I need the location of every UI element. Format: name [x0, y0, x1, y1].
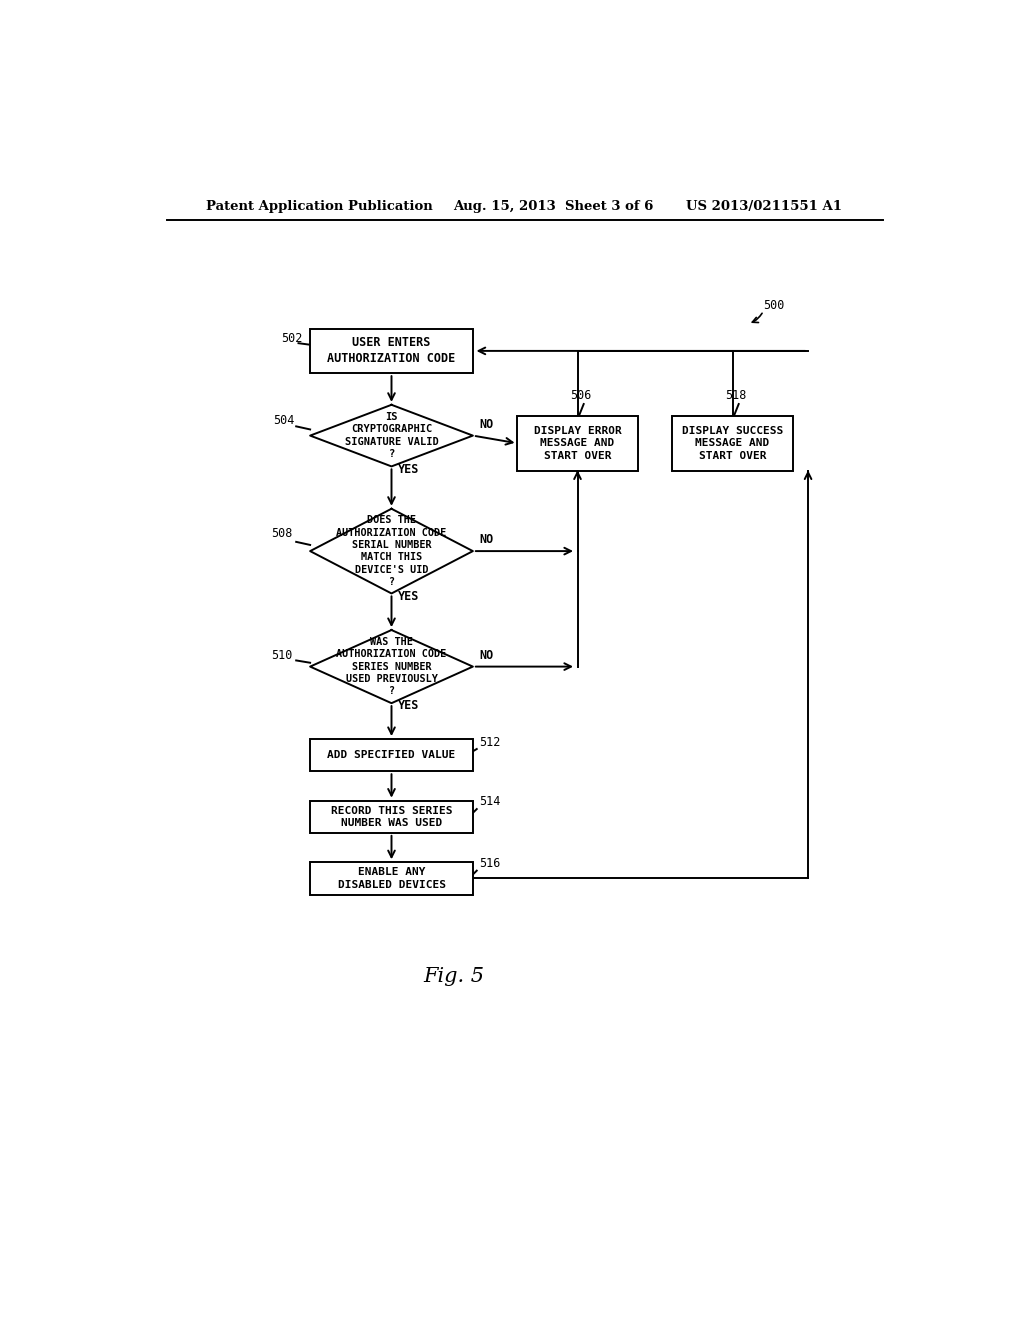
Bar — [517, 416, 638, 471]
Text: DOES THE
AUTHORIZATION CODE
SERIAL NUMBER
MATCH THIS
DEVICE'S UID
?: DOES THE AUTHORIZATION CODE SERIAL NUMBE… — [336, 515, 446, 587]
Text: USER ENTERS
AUTHORIZATION CODE: USER ENTERS AUTHORIZATION CODE — [328, 337, 456, 366]
Bar — [310, 800, 473, 833]
Text: IS
CRYPTOGRAPHIC
SIGNATURE VALID
?: IS CRYPTOGRAPHIC SIGNATURE VALID ? — [345, 412, 438, 459]
Bar — [310, 862, 473, 895]
Text: RECORD THIS SERIES
NUMBER WAS USED: RECORD THIS SERIES NUMBER WAS USED — [331, 805, 453, 828]
Text: NO: NO — [479, 649, 494, 661]
Text: 512: 512 — [479, 737, 501, 748]
Bar — [310, 739, 473, 771]
Text: 518: 518 — [725, 388, 746, 401]
Text: Aug. 15, 2013  Sheet 3 of 6: Aug. 15, 2013 Sheet 3 of 6 — [454, 199, 654, 213]
Text: YES: YES — [397, 700, 419, 713]
Text: Fig. 5: Fig. 5 — [423, 968, 484, 986]
Text: 504: 504 — [273, 414, 294, 428]
Text: YES: YES — [397, 590, 419, 603]
Text: 500: 500 — [764, 298, 784, 312]
Bar — [310, 329, 473, 374]
Text: ADD SPECIFIED VALUE: ADD SPECIFIED VALUE — [328, 750, 456, 760]
Text: 510: 510 — [271, 649, 293, 661]
Bar — [673, 416, 793, 471]
Text: US 2013/0211551 A1: US 2013/0211551 A1 — [686, 199, 842, 213]
Text: 514: 514 — [479, 795, 501, 808]
Text: ENABLE ANY
DISABLED DEVICES: ENABLE ANY DISABLED DEVICES — [338, 867, 445, 890]
Text: 508: 508 — [271, 527, 293, 540]
Text: YES: YES — [397, 462, 419, 475]
Text: DISPLAY ERROR
MESSAGE AND
START OVER: DISPLAY ERROR MESSAGE AND START OVER — [534, 426, 622, 461]
Text: 506: 506 — [569, 388, 591, 401]
Text: WAS THE
AUTHORIZATION CODE
SERIES NUMBER
USED PREVIOUSLY
?: WAS THE AUTHORIZATION CODE SERIES NUMBER… — [336, 636, 446, 697]
Text: NO: NO — [479, 533, 494, 546]
Text: Patent Application Publication: Patent Application Publication — [206, 199, 432, 213]
Text: NO: NO — [479, 418, 494, 430]
Text: 516: 516 — [479, 857, 501, 870]
Text: DISPLAY SUCCESS
MESSAGE AND
START OVER: DISPLAY SUCCESS MESSAGE AND START OVER — [682, 426, 783, 461]
Text: 502: 502 — [281, 331, 302, 345]
